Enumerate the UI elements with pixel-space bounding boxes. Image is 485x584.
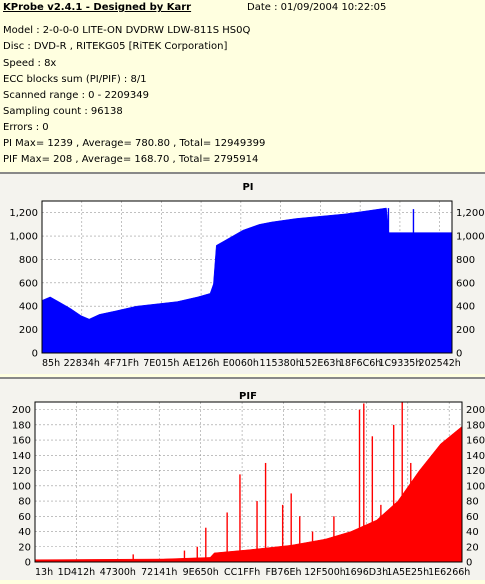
pi-ytick-left: 600 <box>19 278 38 289</box>
pi-ytick-right: 1,200 <box>456 208 485 219</box>
pi-xtick-label: 7E015h <box>143 358 179 369</box>
pi-ytick-left: 200 <box>19 325 38 336</box>
pif-xtick-label: 1E6266h <box>428 567 470 578</box>
info-errors: Errors : 0 <box>3 122 49 133</box>
pif-ytick-right: 200 <box>466 405 485 416</box>
pif-ytick-right: 140 <box>466 451 485 462</box>
pif-xtick-label: 47300h <box>100 567 136 578</box>
pif-ytick-right: 40 <box>466 527 479 538</box>
info-scanned-range: Scanned range : 0 - 2209349 <box>3 90 149 101</box>
pi-ytick-left: 1,000 <box>9 232 38 243</box>
pi-ytick-right: 800 <box>456 255 475 266</box>
pif-ytick-right: 120 <box>466 466 485 477</box>
pi-ytick-left: 1,200 <box>9 208 38 219</box>
pi-xtick-label: E0060h <box>223 358 259 369</box>
pi-xtick-label: 115380h <box>259 358 301 369</box>
pif-series-area <box>34 425 463 563</box>
pi-ytick-left: 400 <box>19 302 38 313</box>
pi-frame <box>41 200 453 354</box>
info-disc: Disc : DVD-R , RITEKG05 [RiTEK Corporati… <box>3 41 228 52</box>
pi-xtick-label: 18F6C6h <box>339 358 381 369</box>
pif-ytick-left: 180 <box>12 420 31 431</box>
pif-ytick-right: 0 <box>466 558 472 569</box>
pif-ytick-left: 160 <box>12 436 31 447</box>
pif-xtick-label: 9E650h <box>183 567 219 578</box>
pif-ytick-left: 0 <box>25 558 31 569</box>
pif-ytick-right: 100 <box>466 481 485 492</box>
pi-ytick-right: 600 <box>456 278 475 289</box>
pi-xtick-label: 85h <box>42 358 60 369</box>
pi-xtick-label: 152E63h <box>299 358 341 369</box>
pif-xtick-label: 72141h <box>141 567 177 578</box>
pif-xtick-label: 1A5E25h <box>386 567 429 578</box>
pif-ytick-left: 120 <box>12 466 31 477</box>
pi-chart-title: PI <box>242 182 253 193</box>
pi-ytick-right: 400 <box>456 302 475 313</box>
pi-chart: PI 0 0 200 200 400 400 600 600 800 800 1,000 1,000 1… <box>9 182 485 369</box>
pif-ytick-right: 180 <box>466 420 485 431</box>
pif-xtick-label: 1696D3h <box>345 567 389 578</box>
pif-xtick-label: FB76Eh <box>265 567 301 578</box>
app-title: KProbe v2.4.1 - Designed by Karr <box>3 2 192 13</box>
pif-chart-title: PIF <box>239 391 257 402</box>
pif-ytick-right: 160 <box>466 436 485 447</box>
pif-xtick-label: 1D412h <box>58 567 96 578</box>
pif-ytick-left: 200 <box>12 405 31 416</box>
info-pif-stats: PIF Max= 208 , Average= 168.70 , Total= … <box>3 154 259 165</box>
pi-xtick-label: 202542h <box>419 358 461 369</box>
info-speed: Speed : 8x <box>3 58 57 69</box>
pif-ytick-left: 60 <box>18 512 31 523</box>
pif-ytick-right: 80 <box>466 497 479 508</box>
pif-ytick-left: 40 <box>18 527 31 538</box>
pif-ytick-left: 20 <box>18 542 31 553</box>
pi-ytick-right: 200 <box>456 325 475 336</box>
pif-xtick-label: CC1FFh <box>224 567 260 578</box>
pi-ytick-right: 1,000 <box>456 232 485 243</box>
pif-chart-panel: PIF 0 0 20 20 40 40 60 60 80 80 100 100 120 120 140 140… <box>0 377 485 580</box>
info-sampling-count: Sampling count : 96138 <box>3 106 123 117</box>
pi-ytick-right: 0 <box>456 349 462 360</box>
pi-ytick-left: 0 <box>32 349 38 360</box>
pif-ytick-left: 100 <box>12 481 31 492</box>
pif-ytick-left: 140 <box>12 451 31 462</box>
info-pi-stats: PI Max= 1239 , Average= 780.80 , Total= … <box>3 138 266 149</box>
pif-frame <box>34 401 463 563</box>
pi-series-area <box>41 207 453 354</box>
pi-chart-panel: PI 0 0 200 200 400 400 600 600 800 800 1,000 1,000 1… <box>0 172 485 374</box>
pif-ytick-right: 20 <box>466 542 479 553</box>
pi-xtick-label: 4F71Fh <box>104 358 139 369</box>
pi-xtick-label: 1C9335h <box>378 358 421 369</box>
pi-ytick-left: 800 <box>19 255 38 266</box>
pi-xtick-label: 22834h <box>64 358 100 369</box>
pi-xtick-label: AE126h <box>183 358 220 369</box>
pif-xtick-label: 13h <box>35 567 53 578</box>
info-ecc-blocks: ECC blocks sum (PI/PIF) : 8/1 <box>3 74 147 85</box>
info-model: Model : 2-0-0-0 LITE-ON DVDRW LDW-811S H… <box>3 25 251 36</box>
pif-xtick-label: 12F500h <box>304 567 346 578</box>
pif-ytick-left: 80 <box>18 497 31 508</box>
pif-ytick-right: 60 <box>466 512 479 523</box>
pif-chart: PIF 0 0 20 20 40 40 60 60 80 80 100 100 120 120 140 140… <box>12 391 485 578</box>
scan-date: Date : 01/09/2004 10:22:05 <box>247 2 387 13</box>
